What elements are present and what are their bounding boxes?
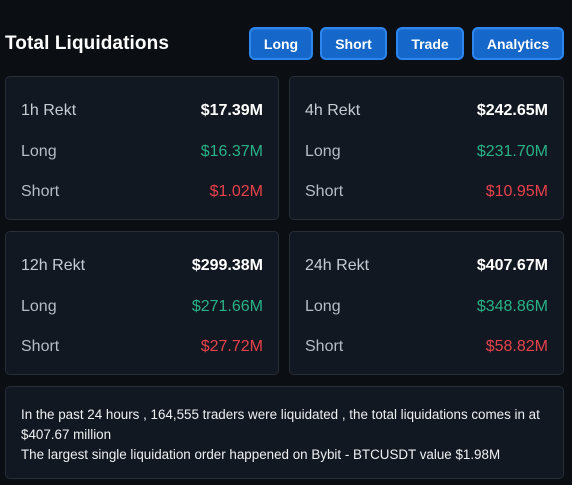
period-label: 1h Rekt <box>21 102 77 119</box>
card-long-row: Long $16.37M <box>21 141 263 163</box>
liquidation-card-24h: 24h Rekt $407.67M Long $348.86M Short $5… <box>289 231 564 375</box>
card-long-row: Long $271.66M <box>21 296 263 318</box>
long-value: $231.70M <box>476 143 548 160</box>
liquidation-card-1h: 1h Rekt $17.39M Long $16.37M Short $1.02… <box>5 76 279 220</box>
short-value: $10.95M <box>485 183 548 200</box>
page-title: Total Liquidations <box>5 33 169 54</box>
analytics-button[interactable]: Analytics <box>472 27 564 60</box>
summary-line-traders: In the past 24 hours , 164,555 traders w… <box>21 407 540 442</box>
long-value: $348.86M <box>476 298 548 315</box>
total-value: $407.67M <box>476 257 548 274</box>
short-value: $1.02M <box>209 183 263 200</box>
liquidation-card-4h: 4h Rekt $242.65M Long $231.70M Short $10… <box>289 76 564 220</box>
total-value: $299.38M <box>191 257 263 274</box>
long-value: $271.66M <box>191 298 263 315</box>
long-button[interactable]: Long <box>249 27 313 60</box>
total-value: $242.65M <box>476 102 548 119</box>
card-short-row: Short $1.02M <box>21 181 263 203</box>
card-total-row: 1h Rekt $17.39M <box>21 100 263 122</box>
liquidation-card-12h: 12h Rekt $299.38M Long $271.66M Short $2… <box>5 231 279 375</box>
period-label: 4h Rekt <box>305 102 361 119</box>
card-short-row: Short $27.72M <box>21 336 263 358</box>
liquidation-summary: In the past 24 hours , 164,555 traders w… <box>5 386 564 479</box>
long-label: Long <box>21 298 57 315</box>
long-value: $16.37M <box>200 143 263 160</box>
short-label: Short <box>305 183 344 200</box>
short-label: Short <box>21 183 60 200</box>
long-label: Long <box>305 298 341 315</box>
trade-button[interactable]: Trade <box>396 27 464 60</box>
card-total-row: 12h Rekt $299.38M <box>21 255 263 277</box>
header: Total Liquidations Long Short Trade Anal… <box>0 0 572 76</box>
short-label: Short <box>21 338 60 355</box>
short-value: $58.82M <box>485 338 548 355</box>
card-long-row: Long $231.70M <box>305 141 548 163</box>
card-short-row: Short $58.82M <box>305 336 548 358</box>
total-value: $17.39M <box>200 102 263 119</box>
card-short-row: Short $10.95M <box>305 181 548 203</box>
short-value: $27.72M <box>200 338 263 355</box>
card-long-row: Long $348.86M <box>305 296 548 318</box>
summary-line-largest-order: The largest single liquidation order hap… <box>21 447 501 462</box>
short-button[interactable]: Short <box>320 27 387 60</box>
period-label: 24h Rekt <box>305 257 370 274</box>
long-label: Long <box>305 143 341 160</box>
card-total-row: 24h Rekt $407.67M <box>305 255 548 277</box>
card-total-row: 4h Rekt $242.65M <box>305 100 548 122</box>
long-label: Long <box>21 143 57 160</box>
short-label: Short <box>305 338 344 355</box>
period-label: 12h Rekt <box>21 257 86 274</box>
